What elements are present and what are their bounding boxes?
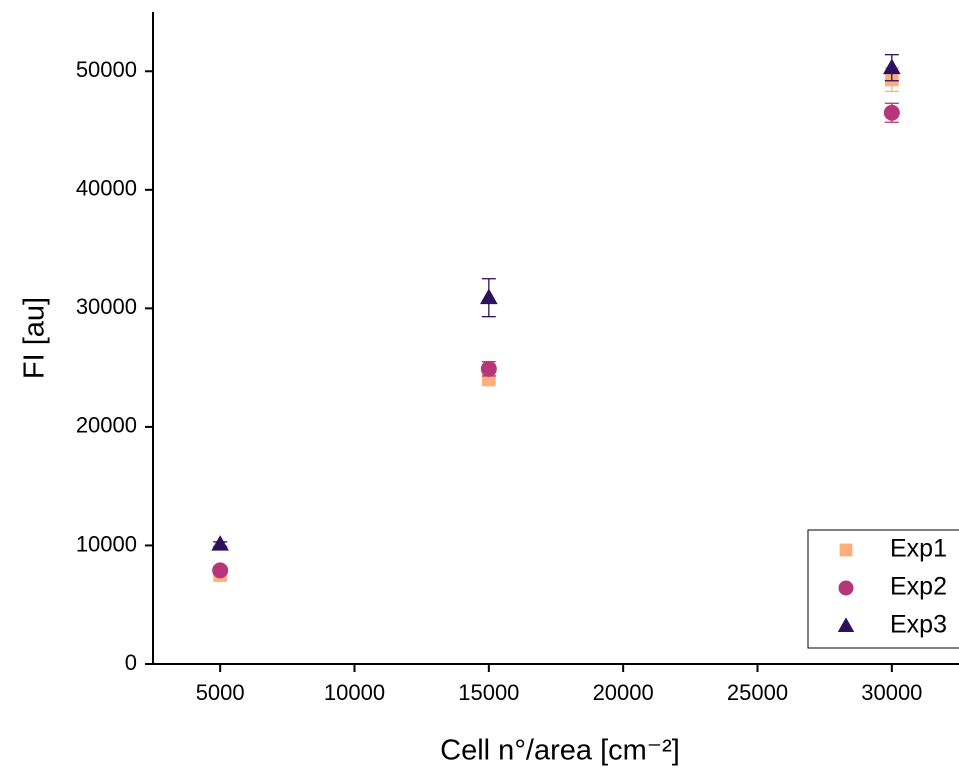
x-tick-label: 15000 (458, 680, 519, 705)
y-tick-label: 10000 (76, 531, 137, 556)
y-tick-label: 20000 (76, 413, 137, 438)
x-axis-label: Cell n°/area [cm⁻²] (440, 735, 680, 767)
marker (883, 58, 901, 75)
legend-label: Exp1 (890, 535, 947, 563)
marker (480, 288, 498, 305)
marker (883, 104, 900, 121)
legend-label: Exp3 (890, 611, 947, 639)
x-tick-label: 20000 (593, 680, 654, 705)
y-tick-label: 0 (125, 650, 137, 675)
x-tick-label: 25000 (727, 680, 788, 705)
y-tick-label: 40000 (76, 176, 137, 201)
legend-marker (838, 580, 854, 596)
x-tick-label: 5000 (196, 680, 245, 705)
legend-label: Exp2 (890, 573, 947, 601)
marker (480, 360, 497, 377)
legend-marker (839, 543, 853, 557)
y-tick-label: 30000 (76, 294, 137, 319)
legend-box (807, 529, 959, 649)
legend-marker (837, 617, 855, 632)
marker (212, 562, 229, 579)
x-tick-label: 10000 (324, 680, 385, 705)
marker (211, 535, 229, 551)
y-tick-label: 50000 (76, 57, 137, 82)
x-tick-label: 30000 (861, 680, 922, 705)
y-axis-label: FI [au] (19, 297, 51, 379)
